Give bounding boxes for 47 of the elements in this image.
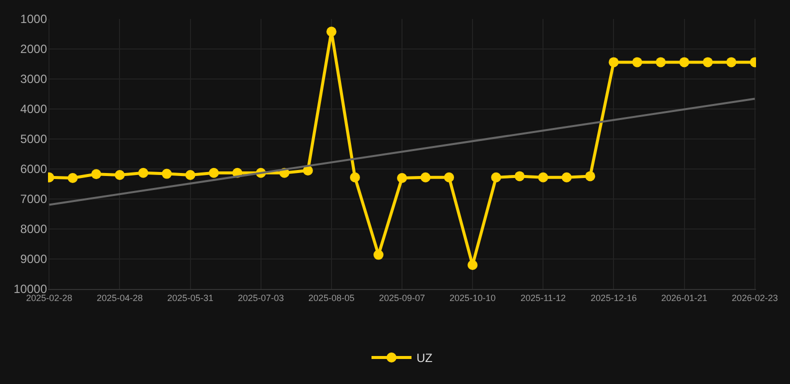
point xyxy=(632,57,642,68)
x-tick-label: 2025-08-05 xyxy=(308,292,354,303)
point xyxy=(162,168,172,179)
point xyxy=(491,172,502,182)
point xyxy=(468,260,478,270)
x-tick-label: 2025-11-12 xyxy=(520,292,566,303)
y-tick-label: 2000 xyxy=(20,42,48,56)
x-tick-label: 2025-04-28 xyxy=(96,292,143,303)
y-tick-label: 9000 xyxy=(20,252,48,266)
x-tick-label: 2025-05-31 xyxy=(167,292,214,303)
y-tick-label: 1000 xyxy=(20,12,48,26)
x-tick-label: 2025-10-10 xyxy=(450,292,496,303)
y-tick-label: 4000 xyxy=(20,102,48,116)
point xyxy=(608,57,619,68)
x-tick-label: 2025-02-28 xyxy=(26,292,72,303)
x-tick-label: 2025-07-03 xyxy=(238,292,284,303)
point xyxy=(326,26,336,37)
point xyxy=(702,57,713,68)
y-tick-label: 6000 xyxy=(20,162,48,176)
y-tick-label: 7000 xyxy=(20,192,48,206)
point xyxy=(444,172,454,182)
x-tick-label: 2026-02-23 xyxy=(732,292,778,303)
point xyxy=(397,173,407,183)
x-tick-label: 2025-12-16 xyxy=(590,292,637,303)
point xyxy=(514,171,525,182)
point xyxy=(679,57,690,68)
point xyxy=(562,172,572,182)
y-tick-label: 3000 xyxy=(20,72,48,86)
point xyxy=(91,169,102,180)
point xyxy=(420,172,431,182)
x-tick-label: 2025-09-07 xyxy=(378,292,426,303)
point xyxy=(68,173,78,183)
y-tick-label: 5000 xyxy=(20,132,48,146)
x-tick-label: 2026-01-21 xyxy=(661,292,708,303)
point xyxy=(138,168,148,178)
y-tick-label: 8000 xyxy=(20,222,48,236)
point xyxy=(208,168,219,178)
point xyxy=(656,57,666,68)
point xyxy=(114,170,125,180)
legend-label: UZ xyxy=(416,351,432,366)
point xyxy=(350,172,360,182)
point xyxy=(726,57,736,68)
point xyxy=(185,170,196,180)
point xyxy=(373,250,384,260)
point xyxy=(538,172,548,182)
point xyxy=(585,171,596,182)
point xyxy=(302,166,313,176)
